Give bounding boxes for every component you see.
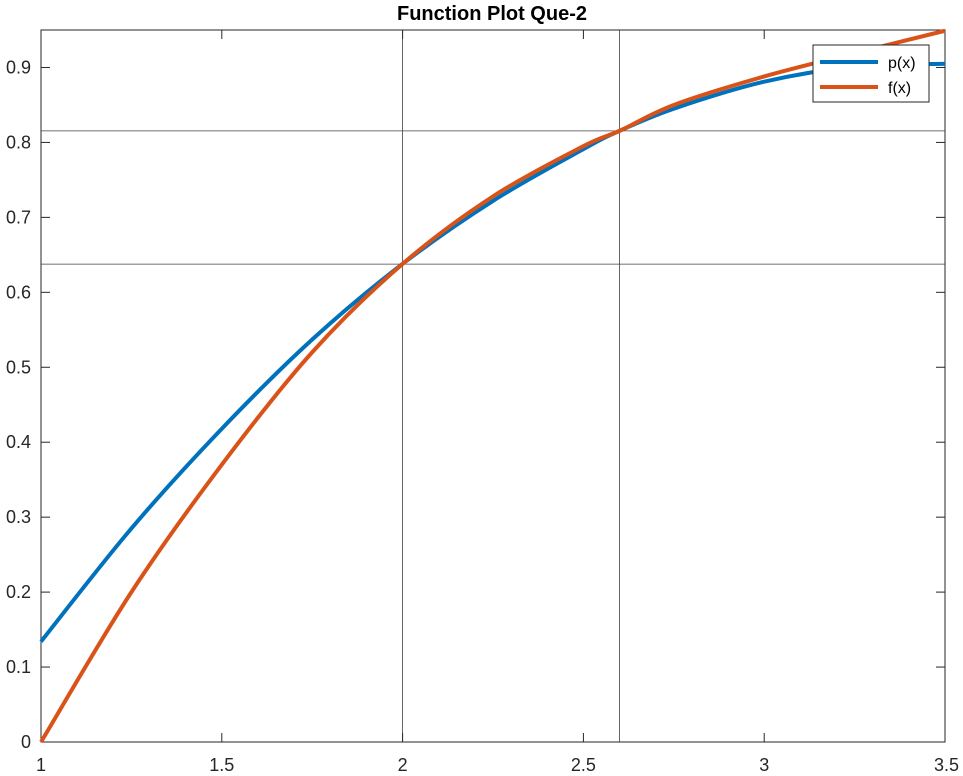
plot-area	[40, 29, 946, 743]
series-line-f	[39, 28, 946, 744]
y-tick-label: 0	[21, 732, 31, 752]
y-tick-label: 0.4	[6, 432, 31, 452]
y-tick-labels: 0 0.1 0.2 0.3 0.4 0.5 0.6 0.7 0.8 0.9	[6, 57, 31, 752]
series-lines	[39, 28, 946, 744]
y-tick-label: 0.6	[6, 282, 31, 302]
x-tick-label: 2.5	[571, 755, 596, 775]
y-tick-label: 0.9	[6, 57, 31, 77]
legend: p(x) f(x)	[812, 44, 930, 103]
x-tick-label: 3	[759, 755, 769, 775]
axis-ticks	[40, 30, 946, 743]
y-tick-label: 0.1	[6, 657, 31, 677]
y-tick-label: 0.7	[6, 207, 31, 227]
x-tick-labels: 1 1.5 2 2.5 3 3.5	[36, 755, 959, 775]
y-tick-label: 0.5	[6, 357, 31, 377]
x-tick-label: 2	[398, 755, 408, 775]
legend-label-p: p(x)	[888, 55, 916, 72]
legend-box	[812, 44, 930, 103]
reference-lines	[41, 30, 945, 742]
series-line-p	[39, 61, 946, 643]
chart-title: Function Plot Que-2	[397, 3, 587, 25]
x-tick-label: 3.5	[934, 755, 959, 775]
legend-label-f: f(x)	[888, 80, 911, 97]
y-tick-label: 0.2	[6, 582, 31, 602]
x-tick-label: 1.5	[209, 755, 234, 775]
y-tick-label: 0.3	[6, 507, 31, 527]
x-tick-label: 1	[36, 755, 46, 775]
y-tick-label: 0.8	[6, 132, 31, 152]
